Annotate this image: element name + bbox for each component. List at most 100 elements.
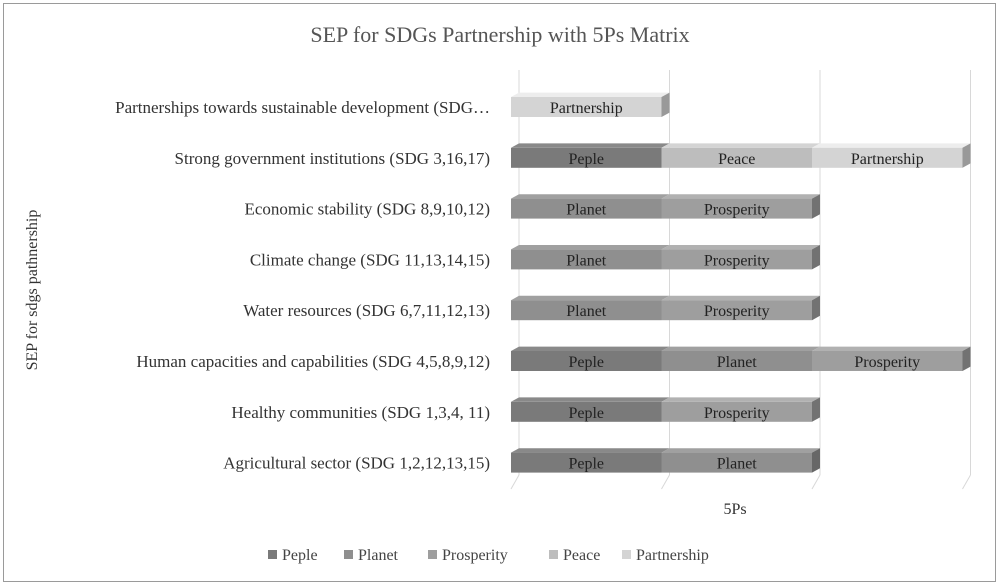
data-label: Peple bbox=[568, 405, 604, 422]
legend-label: Peple bbox=[282, 547, 318, 564]
bar-front-face bbox=[661, 300, 812, 321]
bar-front-face bbox=[511, 300, 662, 321]
legend-label: Planet bbox=[358, 547, 399, 564]
bar-top-face bbox=[511, 295, 670, 301]
bar-segment-planet: Planet bbox=[511, 295, 670, 321]
data-label: Planet bbox=[566, 303, 607, 320]
bar-segment-planet: Planet bbox=[661, 346, 820, 371]
data-label: Prosperity bbox=[704, 303, 770, 320]
bar-segment-prosperity: Prosperity bbox=[661, 397, 820, 422]
legend-swatch bbox=[344, 550, 353, 559]
bar-front-face bbox=[511, 147, 662, 168]
bar-front-face bbox=[661, 452, 812, 473]
bars: Partnership Peple Peace Partnership Planet Pr… bbox=[511, 92, 971, 473]
bar-front-face bbox=[511, 452, 662, 473]
bar-top-face bbox=[812, 346, 971, 351]
bar-segment-planet: Planet bbox=[661, 448, 820, 473]
bar-side-face bbox=[812, 245, 820, 270]
y-axis-label: SEP for sdgs pathnership bbox=[24, 210, 41, 371]
data-label: Prosperity bbox=[704, 405, 770, 422]
bar-segment-planet: Planet bbox=[511, 245, 670, 270]
bar-top-face bbox=[511, 194, 670, 199]
legend-item-peple: Peple bbox=[268, 547, 318, 564]
gridlines bbox=[510, 70, 971, 490]
bar-side-face bbox=[661, 92, 670, 117]
data-label: Planet bbox=[566, 202, 607, 219]
legend-item-planet: Planet bbox=[344, 547, 399, 564]
data-label: Planet bbox=[717, 456, 758, 473]
legend-label: Partnership bbox=[636, 547, 709, 564]
data-label: Partnership bbox=[851, 151, 924, 168]
bar-front-face bbox=[511, 97, 662, 117]
data-label: Prosperity bbox=[704, 252, 770, 269]
bar-front-face bbox=[511, 351, 662, 371]
bar-segment-partnership: Partnership bbox=[812, 143, 971, 168]
category-label: Economic stability (SDG 8,9,10,12) bbox=[244, 200, 490, 219]
bar-side-face bbox=[962, 346, 971, 371]
gridline-floor bbox=[811, 474, 821, 490]
bar-top-face bbox=[661, 143, 820, 148]
bar-top-face bbox=[511, 346, 670, 351]
bar-side-face bbox=[812, 295, 820, 321]
data-label: Peple bbox=[568, 354, 604, 371]
bar-side-face bbox=[812, 448, 820, 473]
bar-segment-peple: Peple bbox=[511, 143, 670, 168]
legend-label: Prosperity bbox=[442, 547, 508, 564]
legend-swatch bbox=[428, 550, 437, 559]
bar-top-face bbox=[661, 295, 820, 301]
data-label: Peple bbox=[568, 151, 604, 168]
data-label: Prosperity bbox=[704, 202, 770, 219]
bar-front-face bbox=[812, 351, 963, 371]
category-label: Partnerships towards sustainable develop… bbox=[115, 98, 490, 117]
bar-top-face bbox=[661, 397, 820, 402]
legend-label: Peace bbox=[563, 547, 600, 564]
bar-top-face bbox=[511, 397, 670, 402]
bar-top-face bbox=[661, 346, 820, 351]
bar-side-face bbox=[962, 143, 971, 168]
legend-item-prosperity: Prosperity bbox=[428, 547, 508, 564]
bar-top-face bbox=[511, 245, 670, 250]
bar-front-face bbox=[511, 198, 662, 219]
data-label: Prosperity bbox=[854, 354, 920, 371]
bar-segment-peple: Peple bbox=[511, 448, 670, 473]
bar-top-face bbox=[661, 245, 820, 250]
bar-side-face bbox=[812, 397, 820, 422]
legend-swatch bbox=[549, 550, 558, 559]
category-label: Healthy communities (SDG 1,3,4, 11) bbox=[231, 403, 490, 422]
legend-swatch bbox=[268, 550, 277, 559]
bar-segment-prosperity: Prosperity bbox=[661, 295, 820, 321]
category-label: Strong government institutions (SDG 3,16… bbox=[175, 149, 490, 168]
bar-front-face bbox=[661, 147, 812, 168]
data-label: Peple bbox=[568, 456, 604, 473]
bar-top-face bbox=[812, 143, 971, 148]
bar-top-face bbox=[511, 448, 670, 453]
category-label: Water resources (SDG 6,7,11,12,13) bbox=[243, 301, 490, 320]
bar-segment-peple: Peple bbox=[511, 346, 670, 371]
data-label: Peace bbox=[718, 151, 755, 168]
bar-front-face bbox=[661, 198, 812, 219]
category-labels: Partnerships towards sustainable develop… bbox=[115, 98, 490, 473]
bar-front-face bbox=[661, 351, 812, 371]
bar-segment-peple: Peple bbox=[511, 397, 670, 422]
bar-top-face bbox=[511, 143, 670, 148]
bar-segment-prosperity: Prosperity bbox=[812, 346, 971, 371]
gridline-floor bbox=[510, 474, 520, 490]
bar-front-face bbox=[511, 249, 662, 270]
gridline-floor bbox=[661, 474, 670, 490]
bar-front-face bbox=[661, 401, 812, 422]
legend-swatch bbox=[622, 550, 631, 559]
data-label: Planet bbox=[566, 252, 607, 269]
bar-segment-partnership: Partnership bbox=[511, 92, 670, 117]
gridline-floor bbox=[962, 474, 971, 490]
category-label: Climate change (SDG 11,13,14,15) bbox=[250, 250, 490, 269]
category-label: Human capacities and capabilities (SDG 4… bbox=[136, 352, 490, 371]
bar-segment-peace: Peace bbox=[661, 143, 820, 168]
bar-top-face bbox=[661, 194, 820, 199]
bar-top-face bbox=[511, 92, 670, 97]
bar-segment-prosperity: Prosperity bbox=[661, 245, 820, 270]
data-label: Planet bbox=[717, 354, 758, 371]
legend-item-partnership: Partnership bbox=[622, 547, 709, 564]
legend-item-peace: Peace bbox=[549, 547, 600, 564]
legend: Peple Planet Prosperity Peace Partnership bbox=[268, 547, 709, 564]
